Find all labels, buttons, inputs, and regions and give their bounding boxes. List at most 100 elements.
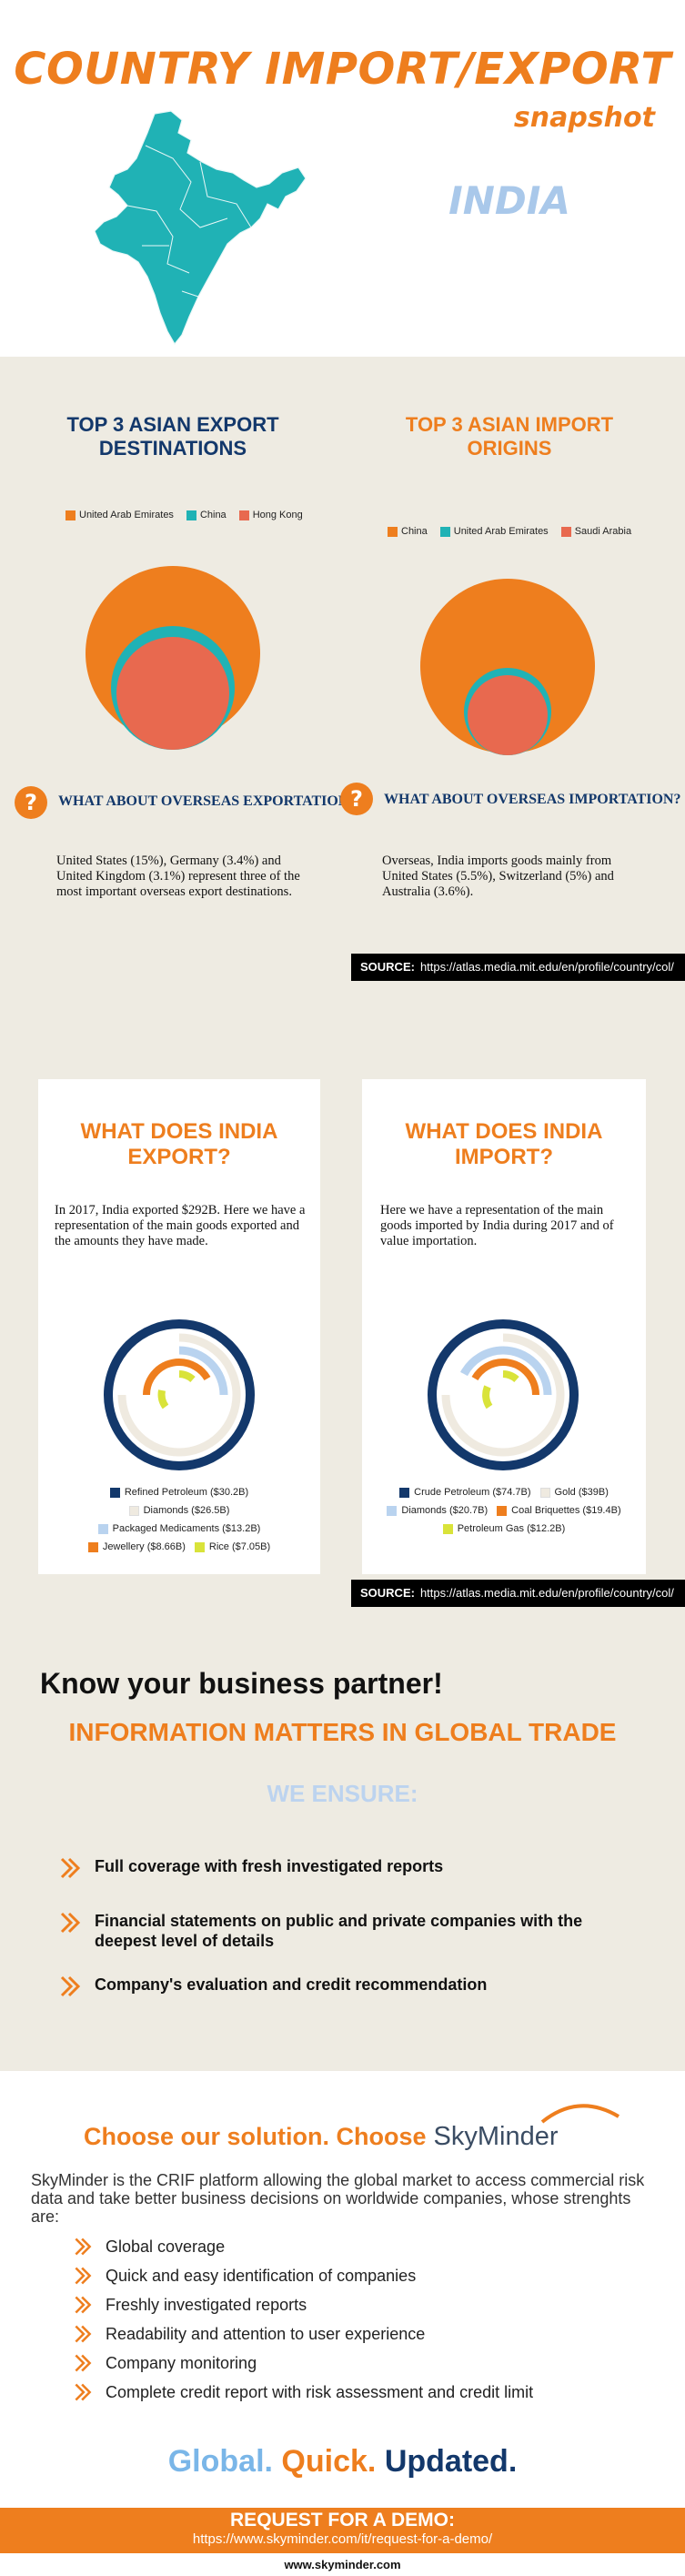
ring-packaged-medicaments [178,1346,228,1396]
overseas-export-heading: WHAT ABOUT OVERSEAS EXPORTATION? [58,793,357,809]
feature-item: Global coverage [73,2237,655,2257]
chevron-right-icon [75,2296,92,2314]
goods-section: WHAT DOES INDIA EXPORT? In 2017, India e… [0,985,685,1621]
ring-diamonds [502,1346,552,1396]
chevron-right-icon [75,2383,92,2401]
legend-item: Diamonds ($26.5B) [128,1505,229,1516]
overseas-import-text: Overseas, India imports goods mainly fro… [382,854,614,899]
import-legend: China United Arab Emirates Saudi Arabia [388,526,631,537]
question-icon: ? [340,783,373,815]
chevron-right-icon [75,2238,92,2256]
ring-petroleum-gas [502,1370,519,1383]
legend-item: China [186,510,227,520]
legend-item: Refined Petroleum ($30.2B) [109,1487,248,1498]
slogan: Global. Quick. Updated. [167,2444,518,2479]
import-bubble-chart [420,579,595,755]
source-note: SOURCE: https://atlas.media.mit.edu/en/pr… [351,954,685,981]
chevron-right-icon [60,1912,81,1934]
ring-petroleum-gas-2 [482,1385,493,1409]
ring-gold [441,1333,565,1457]
skyminder-logo: SkyMinder [433,2122,559,2151]
partner-heading: Know your business partner! [40,1667,443,1700]
overseas-import-heading: WHAT ABOUT OVERSEAS IMPORTATION? [384,792,681,807]
demo-request-label: REQUEST FOR A DEMO: [230,2510,455,2531]
solution-section: Choose our solution. Choose SkyMinder Sk… [0,2071,685,2508]
export-card-title: WHAT DOES INDIA EXPORT? [80,1119,278,1169]
choose-heading: Choose our solution. Choose SkyMinder [84,2122,559,2151]
overseas-export-text: United States (15%), Germany (3.4%) and … [56,854,300,899]
chevron-right-icon [75,2267,92,2285]
header-section: COUNTRY IMPORT/EXPORT snapshot INDIA [0,0,685,357]
export-radial-chart [104,1319,255,1470]
ring-crude-petroleum [428,1319,579,1470]
ring-refined-petroleum [104,1319,255,1470]
legend-item: China [388,526,428,537]
export-legend: United Arab Emirates China Hong Kong [65,510,303,520]
feature-item: Quick and easy identification of compani… [73,2266,655,2286]
legend-item: Rice ($7.05B) [194,1541,270,1552]
asia-section: TOP 3 ASIAN EXPORT DESTINATIONS TOP 3 AS… [0,357,685,985]
ensure-item: Company's evaluation and credit recommen… [58,1975,640,1998]
ensure-item: Full coverage with fresh investigated re… [58,1856,640,1880]
ensure-item: Financial statements on public and priva… [58,1911,640,1951]
chevron-right-icon [60,1975,81,1997]
legend-item: Saudi Arabia [560,526,631,537]
source-note: SOURCE: https://atlas.media.mit.edu/en/pr… [351,1580,685,1607]
legend-item: Gold ($39B) [539,1487,609,1498]
feature-item: Readability and attention to user experi… [73,2324,655,2344]
legend-item: Petroleum Gas ($12.2B) [442,1523,565,1534]
feature-item: Company monitoring [73,2353,655,2373]
legend-item: Jewellery ($8.66B) [87,1541,186,1552]
ring-coal-briquettes-2 [471,1359,504,1381]
info-heading: INFORMATION MATTERS IN GLOBAL TRADE [68,1718,617,1746]
ring-rice-2 [157,1389,169,1409]
bubble-china [420,579,595,753]
chevron-right-icon [75,2354,92,2372]
legend-item: Hong Kong [238,510,303,520]
question-icon: ? [15,786,47,819]
source-link[interactable]: https://atlas.media.mit.edu/en/profile/c… [419,1586,674,1600]
legend-item: Crude Petroleum ($74.7B) [399,1487,531,1498]
partner-section: Know your business partner! INFORMATION … [0,1621,685,2071]
page-title: COUNTRY IMPORT/EXPORT [14,44,671,95]
legend-item: Diamonds ($20.7B) [387,1505,488,1516]
ring-rice [178,1370,196,1383]
bubble-hongkong [116,637,229,750]
ring-coal-briquettes [502,1359,539,1396]
demo-request-link[interactable]: https://www.skyminder.com/it/request-for… [192,2531,493,2547]
chevron-right-icon [75,2325,92,2343]
bubble-saudi [468,675,548,755]
legend-item: Packaged Medicaments ($13.2B) [97,1523,260,1534]
solution-description: SkyMinder is the CRIF platform allowing … [31,2171,645,2226]
export-bubble-chart [86,566,260,750]
ring-jewellery [178,1359,211,1381]
demo-banner[interactable]: REQUEST FOR A DEMO: https://www.skyminde… [0,2508,685,2553]
ensure-heading: WE ENSURE: [267,1780,418,1807]
export-card-text: In 2017, India exported $292B. Here we h… [55,1203,306,1248]
export-goods-legend: Refined Petroleum ($30.2B) Diamonds ($26… [38,1487,320,1560]
ring-jewellery-2 [143,1359,180,1396]
legend-item: United Arab Emirates [65,510,174,520]
import-card: WHAT DOES INDIA IMPORT? Here we have a r… [362,1079,646,1574]
chevron-right-icon [60,1857,81,1879]
import-card-title: WHAT DOES INDIA IMPORT? [405,1119,603,1169]
ring-diamonds-2 [460,1346,504,1377]
import-radial-chart [428,1319,579,1470]
import-goods-legend: Crude Petroleum ($74.7B) Gold ($39B) Dia… [362,1487,646,1541]
page-subtitle: snapshot [513,102,655,134]
import-origins-title: TOP 3 ASIAN IMPORT ORIGINS [405,413,614,460]
feature-item: Freshly investigated reports [73,2295,655,2315]
export-destinations-title: TOP 3 ASIAN EXPORT DESTINATIONS [66,413,279,460]
ring-diamonds [117,1333,241,1457]
country-name: INDIA [448,178,570,223]
source-link[interactable]: https://atlas.media.mit.edu/en/profile/c… [419,960,674,974]
export-card: WHAT DOES INDIA EXPORT? In 2017, India e… [38,1079,320,1574]
import-card-text: Here we have a representation of the mai… [380,1203,614,1248]
feature-item: Complete credit report with risk assessm… [73,2382,655,2402]
feature-list: Global coverage Quick and easy identific… [73,2237,655,2402]
website-link[interactable]: www.skyminder.com [0,2553,685,2576]
legend-item: United Arab Emirates [439,526,549,537]
legend-item: Coal Briquettes ($19.4B) [497,1505,621,1516]
india-map-icon [94,110,307,346]
skyminder-arc-icon [540,2104,620,2124]
